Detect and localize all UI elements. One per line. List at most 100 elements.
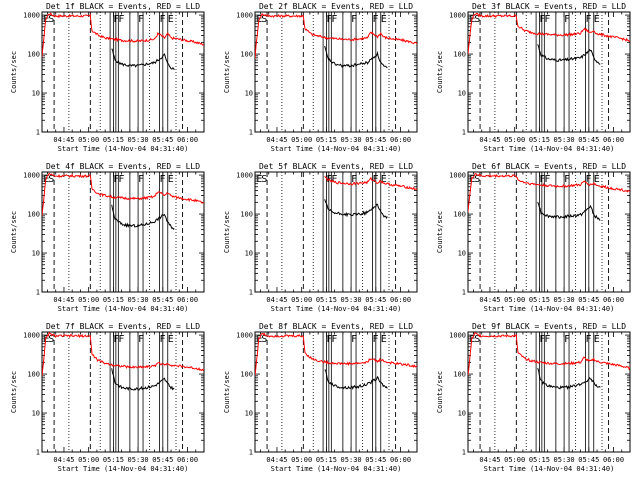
y-axis-label: Counts/sec <box>223 51 231 93</box>
flag-label: F <box>539 334 545 345</box>
x-tick-label: 05:45 <box>578 296 599 304</box>
panel-2: Det 2f BLACK = Events, RED = LLD 1 10 100 10… <box>223 2 418 153</box>
x-tick-label: 05:00 <box>291 136 312 144</box>
flag-label: F <box>564 334 570 345</box>
time-markers <box>479 172 610 292</box>
x-axis-label: Start Time (14-Nov-04 04:31:40) <box>484 465 615 473</box>
y-tick-label: 1000 <box>23 172 40 180</box>
x-tick-label: 05:15 <box>316 296 337 304</box>
flag-label: E <box>381 14 387 25</box>
x-tick-label: 05:00 <box>291 296 312 304</box>
y-tick-label: 1000 <box>236 332 253 340</box>
y-tick-label: 100 <box>453 211 466 219</box>
flag-label: F <box>544 174 550 185</box>
events-series-line <box>111 368 175 392</box>
time-markers <box>266 12 397 132</box>
x-tick-label: 05:45 <box>152 296 173 304</box>
x-tick-label: 05:00 <box>504 456 525 464</box>
x-tick-label: 05:45 <box>365 136 386 144</box>
x-tick-label: 04:45 <box>479 296 500 304</box>
flag-label: F <box>564 174 570 185</box>
y-tick-label: 10 <box>458 90 466 98</box>
y-axis-ticks <box>42 174 204 293</box>
y-axis-label: Counts/sec <box>10 211 18 253</box>
y-tick-label: 1000 <box>236 12 253 20</box>
panel-9: Det 9f BLACK = Events, RED = LLD 1 10 100 10… <box>436 322 631 473</box>
y-tick-label: 1 <box>249 129 253 137</box>
lld-series-line <box>255 332 417 376</box>
x-tick-label: 04:45 <box>53 456 74 464</box>
y-tick-label: 1000 <box>236 172 253 180</box>
y-tick-label: 100 <box>27 371 40 379</box>
x-tick-label: 05:15 <box>103 136 124 144</box>
x-tick-label: 06:00 <box>177 296 198 304</box>
panel-title: Det 9f BLACK = Events, RED = LLD <box>472 322 626 331</box>
events-series-line <box>111 48 175 71</box>
y-tick-label: 100 <box>240 371 253 379</box>
panel-title: Det 7f BLACK = Events, RED = LLD <box>46 322 200 331</box>
flag-label: S <box>48 334 54 345</box>
y-tick-label: 10 <box>458 410 466 418</box>
y-tick-label: 10 <box>32 90 40 98</box>
flag-label: F <box>138 334 144 345</box>
x-tick-label: 04:45 <box>266 296 287 304</box>
flag-label: F <box>331 334 337 345</box>
flag-label: S <box>48 174 54 185</box>
plot-frame <box>467 331 631 453</box>
flag-label: F <box>373 174 379 185</box>
events-series-line <box>537 368 601 390</box>
flag-label: F <box>331 174 337 185</box>
y-tick-label: 100 <box>453 371 466 379</box>
x-tick-label: 05:15 <box>316 456 337 464</box>
flag-label: E <box>168 174 174 185</box>
y-tick-label: 100 <box>27 211 40 219</box>
panel-1: Det 1f BLACK = Events, RED = LLD 1 10 100 10… <box>10 2 205 153</box>
y-tick-label: 1 <box>462 449 466 457</box>
flag-label: E <box>168 334 174 345</box>
flag-label: F <box>564 14 570 25</box>
x-tick-label: 05:30 <box>554 456 575 464</box>
series-group <box>42 172 204 230</box>
x-tick-label: 05:45 <box>365 296 386 304</box>
y-axis-label: Counts/sec <box>436 211 444 253</box>
flag-label: F <box>138 174 144 185</box>
series-group <box>255 12 417 69</box>
x-axis-label: Start Time (14-Nov-04 04:31:40) <box>271 305 402 313</box>
y-tick-label: 100 <box>453 51 466 59</box>
flag-label: E <box>469 174 475 185</box>
flag-label: F <box>373 14 379 25</box>
lld-series-line <box>42 172 204 216</box>
flag-label: S <box>474 14 480 25</box>
panel-5: Det 5f BLACK = Events, RED = LLD 1 10 100 10… <box>223 162 418 313</box>
x-tick-label: 05:30 <box>341 136 362 144</box>
flag-label: F <box>586 174 592 185</box>
y-axis-label: Counts/sec <box>10 51 18 93</box>
flag-label: S <box>48 14 54 25</box>
y-axis-label: Counts/sec <box>436 51 444 93</box>
flag-label: F <box>331 14 337 25</box>
flag-label: F <box>539 174 545 185</box>
series-group <box>42 332 204 392</box>
x-axis-label: Start Time (14-Nov-04 04:31:40) <box>58 305 189 313</box>
x-tick-label: 06:00 <box>390 456 411 464</box>
flag-label: S <box>261 334 267 345</box>
x-tick-label: 05:45 <box>365 456 386 464</box>
flag-label: F <box>351 334 357 345</box>
flag-label: F <box>586 14 592 25</box>
x-tick-label: 05:30 <box>341 456 362 464</box>
x-tick-label: 05:45 <box>578 456 599 464</box>
x-tick-label: 05:30 <box>341 296 362 304</box>
flag-label: F <box>160 174 166 185</box>
x-tick-label: 05:30 <box>128 296 149 304</box>
lld-series-line <box>42 12 204 57</box>
y-tick-label: 10 <box>245 250 253 258</box>
panel-7: Det 7f BLACK = Events, RED = LLD 1 10 100 10… <box>10 322 205 473</box>
flag-label: F <box>351 14 357 25</box>
x-tick-label: 05:45 <box>152 136 173 144</box>
x-tick-label: 05:15 <box>103 296 124 304</box>
y-tick-label: 10 <box>245 90 253 98</box>
time-markers <box>266 172 397 292</box>
flag-label: E <box>381 174 387 185</box>
panel-4: Det 4f BLACK = Events, RED = LLD 1 10 100 10… <box>10 162 205 313</box>
series-group <box>468 173 630 221</box>
